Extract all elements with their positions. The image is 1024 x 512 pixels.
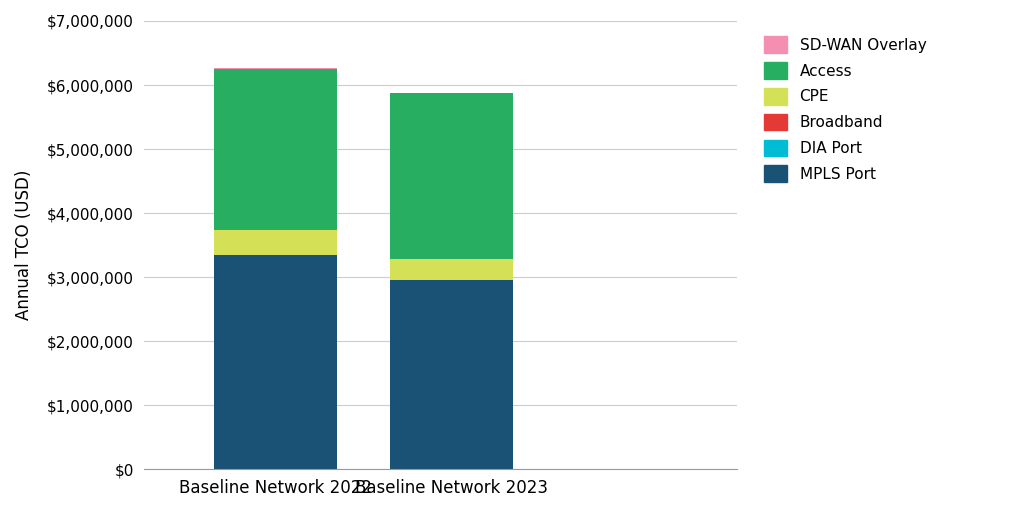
Bar xyxy=(214,230,337,255)
Bar xyxy=(214,69,337,230)
Y-axis label: Annual TCO (USD): Annual TCO (USD) xyxy=(15,170,33,321)
Bar xyxy=(390,93,513,259)
Bar xyxy=(390,259,513,281)
Legend: SD-WAN Overlay, Access, CPE, Broadband, DIA Port, MPLS Port: SD-WAN Overlay, Access, CPE, Broadband, … xyxy=(757,29,934,189)
Bar xyxy=(390,281,513,470)
Bar xyxy=(214,255,337,470)
